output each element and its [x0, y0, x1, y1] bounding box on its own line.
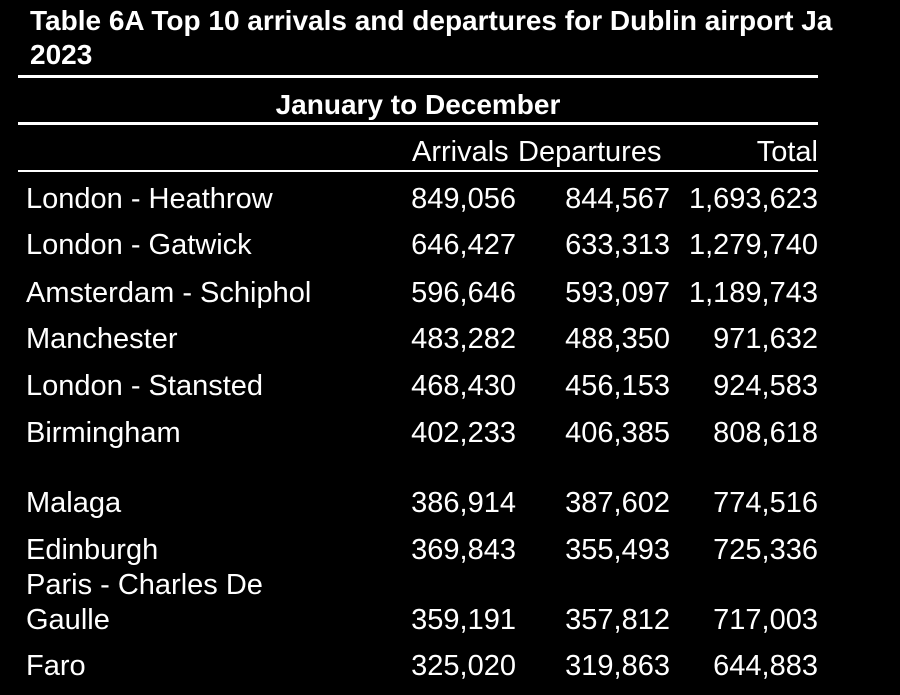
departures-value: 355,493 [565, 534, 670, 566]
airport-name: Malaga [26, 487, 122, 519]
arrivals-value: 849,056 [411, 183, 516, 215]
airport-name: Faro [26, 650, 86, 682]
table-title-line1: Table 6A Top 10 arrivals and departures … [30, 5, 833, 36]
departures-value: 488,350 [565, 323, 670, 355]
table-title-line2: 2023 [30, 39, 93, 70]
total-value: 644,883 [713, 650, 818, 682]
total-value: 1,189,743 [688, 277, 818, 309]
table-row: London - Heathrow 849,056 844,567 1,693,… [0, 182, 900, 216]
total-value: 971,632 [713, 323, 818, 355]
departures-value: 357,812 [565, 604, 670, 636]
airport-name: London - Gatwick [26, 229, 252, 261]
departures-value: 406,385 [565, 417, 670, 449]
airport-name: Amsterdam - Schiphol [26, 277, 312, 309]
total-value: 1,693,623 [688, 183, 818, 215]
table-row: Edinburgh 369,843 355,493 725,336 [0, 533, 900, 567]
period-heading: January to December [275, 89, 561, 120]
header-departures: Departures [518, 136, 662, 168]
total-value: 725,336 [713, 534, 818, 566]
table-row: Manchester 483,282 488,350 971,632 [0, 322, 900, 356]
airport-name: London - Heathrow [26, 183, 273, 215]
departures-value: 456,153 [565, 370, 670, 402]
arrivals-value: 646,427 [411, 229, 516, 261]
total-value: 774,516 [713, 487, 818, 519]
title-rule [18, 75, 818, 78]
total-value: 1,279,740 [688, 229, 818, 261]
arrivals-value: 402,233 [411, 417, 516, 449]
total-value: 808,618 [713, 417, 818, 449]
table-row: London - Gatwick 646,427 633,313 1,279,7… [0, 228, 900, 262]
departures-value: 593,097 [565, 277, 670, 309]
table-row: Birmingham 402,233 406,385 808,618 [0, 416, 900, 450]
airport-name: London - Stansted [26, 370, 264, 402]
total-value: 717,003 [713, 604, 818, 636]
arrivals-value: 468,430 [411, 370, 516, 402]
period-rule [18, 122, 818, 125]
table-row: Malaga 386,914 387,602 774,516 [0, 486, 900, 520]
table-row: Faro 325,020 319,863 644,883 [0, 649, 900, 683]
total-value: 924,583 [713, 370, 818, 402]
arrivals-value: 596,646 [411, 277, 516, 309]
departures-value: 319,863 [565, 650, 670, 682]
airport-name-line1: Paris - Charles De [26, 569, 263, 601]
header-arrivals: Arrivals [412, 136, 509, 168]
arrivals-value: 483,282 [411, 323, 516, 355]
arrivals-value: 359,191 [411, 604, 516, 636]
airport-name: Edinburgh [26, 534, 159, 566]
airport-name: Manchester [26, 323, 178, 355]
departures-value: 633,313 [565, 229, 670, 261]
table-row: Gaulle 359,191 357,812 717,003 [0, 603, 900, 637]
arrivals-value: 369,843 [411, 534, 516, 566]
table-row: London - Stansted 468,430 456,153 924,58… [0, 369, 900, 403]
airport-name-line2: Gaulle [26, 604, 110, 636]
header-rule [18, 170, 818, 172]
airport-name: Birmingham [26, 417, 181, 449]
header-total: Total [756, 136, 818, 168]
table-row: Amsterdam - Schiphol 596,646 593,097 1,1… [0, 276, 900, 310]
departures-value: 387,602 [565, 487, 670, 519]
arrivals-value: 386,914 [411, 487, 516, 519]
table-title: Table 6A Top 10 arrivals and departures … [30, 4, 900, 72]
departures-value: 844,567 [565, 183, 670, 215]
arrivals-value: 325,020 [411, 650, 516, 682]
